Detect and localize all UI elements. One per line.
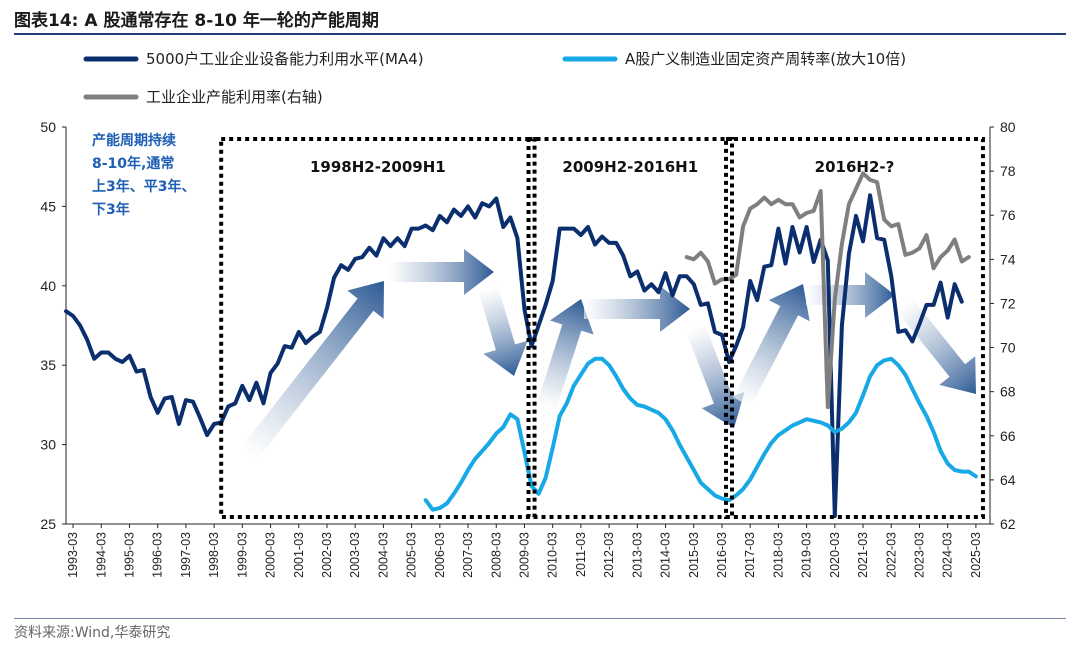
cycle-note-line-2: 8-10年,通常 [92, 155, 174, 172]
source-note: 资料来源:Wind,华泰研究 [14, 625, 171, 641]
legend-label-3: 工业企业产能利用率(右轴) [146, 88, 323, 106]
x-tick-label: 2023-03 [912, 532, 926, 578]
period-box-1 [219, 137, 537, 519]
x-tick-label: 2024-03 [941, 532, 955, 578]
axes: 25 30 35 40 45 50 62 64 66 68 70 72 74 76 78 80 1993-03 1… [40, 119, 1015, 578]
x-tick-label: 2016-03 [715, 532, 729, 578]
right-tick-label: 76 [1000, 207, 1016, 223]
period-box-2 [526, 137, 735, 519]
right-tick-label: 64 [1000, 472, 1016, 488]
series-lines [64, 171, 978, 519]
trend-arrows [240, 249, 976, 462]
title-rule [14, 33, 1066, 35]
x-tick-label: 1998-03 [207, 532, 221, 578]
x-tick-label: 2022-03 [884, 532, 898, 578]
legend: 5000户工业企业设备能力利用水平(MA4) A股广义制造业固定资产周转率(放大1… [83, 50, 906, 106]
right-tick-label: 72 [1000, 295, 1016, 311]
left-tick-label: 25 [40, 516, 56, 532]
x-tick-label: 2001-03 [292, 532, 306, 578]
x-tick-label: 2003-03 [348, 532, 362, 578]
period-box-3 [724, 137, 985, 519]
legend-label-2: A股广义制造业固定资产周转率(放大10倍) [625, 50, 906, 68]
arrow-up-cycle1 [240, 281, 384, 462]
x-tick-label: 1997-03 [179, 532, 193, 578]
cycle-note-line-1: 产能周期持续 [92, 132, 176, 149]
left-tick-label: 50 [40, 119, 56, 135]
left-tick-label: 30 [40, 437, 56, 453]
x-tick-label: 2018-03 [771, 532, 785, 578]
period-boxes: 1998H2-2009H1 2009H2-2016H1 2016H2-? [219, 137, 985, 519]
x-tick-label: 2002-03 [320, 532, 334, 578]
right-tick-label: 80 [1000, 119, 1016, 135]
right-tick-label: 66 [1000, 428, 1016, 444]
x-tick-label: 2010-03 [546, 532, 560, 578]
legend-label-1: 5000户工业企业设备能力利用水平(MA4) [146, 50, 424, 68]
period-label-1: 1998H2-2009H1 [310, 158, 446, 176]
arrow-flat-cycle3 [806, 272, 895, 318]
period-label-2: 2009H2-2016H1 [562, 158, 698, 176]
series-line-1 [64, 193, 964, 519]
x-tick-label: 2011-03 [574, 532, 588, 577]
arrow-down-cycle2 [685, 323, 745, 428]
x-tick-label: 2013-03 [630, 532, 644, 578]
x-tick-label: 2021-03 [856, 532, 870, 578]
right-tick-label: 70 [1000, 340, 1016, 356]
right-tick-label: 68 [1000, 384, 1016, 400]
x-tick-label: 2006-03 [433, 532, 447, 578]
right-tick-label: 78 [1000, 163, 1016, 179]
left-tick-label: 40 [40, 278, 56, 294]
arrow-flat-cycle2 [584, 286, 690, 332]
x-tick-label: 1994-03 [94, 532, 108, 578]
x-tick-label: 1993-03 [66, 532, 80, 578]
x-tick-label: 2004-03 [376, 532, 390, 578]
arrow-down-cycle1 [478, 285, 528, 376]
x-tick-label: 2014-03 [659, 532, 673, 578]
x-tick-label: 2015-03 [687, 532, 701, 578]
x-tick-label: 2020-03 [828, 532, 842, 578]
arrow-flat-cycle1 [388, 249, 494, 295]
period-label-3: 2016H2-? [815, 158, 895, 176]
x-tick-label: 1999-03 [235, 532, 249, 578]
x-tick-label: 1995-03 [122, 532, 136, 578]
x-tick-label: 2017-03 [743, 532, 757, 578]
x-tick-label: 2000-03 [264, 532, 278, 578]
left-tick-label: 45 [40, 198, 56, 214]
arrow-up-cycle2 [536, 299, 594, 412]
x-tick-label: 2019-03 [800, 532, 814, 578]
cycle-note-line-4: 下3年 [92, 201, 130, 218]
x-tick-label: 2005-03 [405, 532, 419, 578]
right-tick-label: 74 [1000, 251, 1016, 267]
right-tick-label: 62 [1000, 516, 1016, 532]
series-line-2 [423, 356, 978, 512]
x-tick-label: 2007-03 [461, 532, 475, 578]
series-line-3 [684, 171, 971, 410]
left-tick-label: 35 [40, 357, 56, 373]
footer-rule [14, 618, 1066, 619]
x-tick-label: 2025-03 [969, 532, 983, 578]
arrow-up-cycle3 [733, 284, 810, 407]
x-tick-label: 1996-03 [151, 532, 165, 578]
arrow-down-cycle3 [896, 297, 976, 394]
figure-title: 图表14: A 股通常存在 8-10 年一轮的产能周期 [14, 11, 379, 31]
x-tick-label: 2008-03 [489, 532, 503, 578]
x-tick-label: 2012-03 [602, 532, 616, 578]
x-tick-label: 2009-03 [517, 532, 531, 578]
cycle-note-line-3: 上3年、平3年、 [92, 178, 195, 195]
